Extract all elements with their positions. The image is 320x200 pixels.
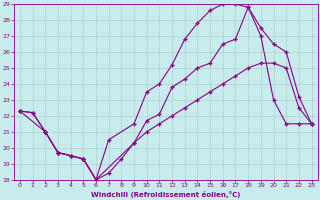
X-axis label: Windchill (Refroidissement éolien,°C): Windchill (Refroidissement éolien,°C) xyxy=(91,191,240,198)
